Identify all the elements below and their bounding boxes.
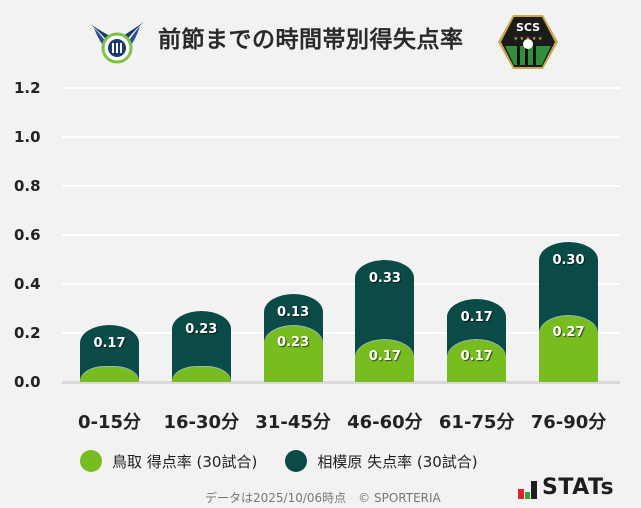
value-label: 0.17 [93, 336, 126, 352]
stats-brand-logo: STATs [518, 477, 614, 499]
legend-label: 鳥取 得点率 (30試合) [112, 452, 258, 471]
legend-item-sagamihara: 相模原 失点率 (30試合) [285, 450, 478, 472]
stats-bars-icon [518, 481, 537, 499]
legend-dot-green-icon [80, 450, 102, 472]
x-tick-label: 31-45分 [255, 412, 331, 433]
bar-scored-rate [171, 367, 231, 382]
chart-plot-area: 0.0 0.2 0.4 0.6 0.8 1.0 1.2 0.17 0.23 0.13 0.23 0.3… [14, 79, 620, 391]
legend-dot-dark-icon [285, 450, 308, 472]
svg-text:SCS: SCS [516, 21, 540, 34]
bar-scored-rate [355, 340, 415, 382]
x-axis-line [62, 381, 620, 384]
tottori-emblem-icon [90, 22, 144, 64]
value-label: 0.23 [277, 334, 310, 350]
x-tick-label: 61-75分 [438, 412, 515, 433]
value-label: 0.27 [552, 324, 585, 340]
gridline [62, 332, 620, 334]
value-label: 0.33 [368, 270, 401, 286]
sagamihara-emblem-icon: SCS ★ ★ ★ ★ ★ [498, 15, 558, 69]
y-tick-label: 1.2 [14, 79, 41, 97]
y-tick-label: 0.4 [14, 275, 41, 293]
data-note: データは2025/10/06時点 © SPORTERIA [205, 491, 441, 505]
svg-text:★ ★ ★ ★ ★: ★ ★ ★ ★ ★ [514, 36, 543, 42]
x-tick-label: 16-30分 [163, 412, 240, 433]
x-tick-label: 76-90分 [530, 412, 607, 433]
gridline [62, 234, 620, 236]
chart-legend: 鳥取 得点率 (30試合) 相模原 失点率 (30試合) [80, 448, 506, 474]
gridline [62, 283, 620, 285]
value-label: 0.17 [460, 309, 493, 325]
bar-scored-rate [263, 325, 323, 382]
bar-scored-rate [539, 315, 598, 382]
y-tick-label: 0.0 [14, 373, 41, 391]
bar-scored-rate [447, 340, 507, 382]
y-tick-label: 0.6 [14, 226, 41, 244]
stats-brand-text: STATs [542, 475, 615, 500]
legend-item-tottori: 鳥取 得点率 (30試合) [80, 450, 257, 472]
x-tick-label: 0-15分 [77, 412, 142, 433]
gridline [62, 185, 620, 187]
value-label: 0.17 [460, 349, 493, 365]
y-tick-label: 1.0 [14, 128, 41, 146]
bar-scored-rate [80, 367, 139, 382]
value-label: 0.30 [552, 253, 585, 269]
gridline [62, 87, 620, 89]
gridline [62, 136, 620, 138]
y-tick-label: 0.2 [14, 324, 41, 342]
chart-title: 前節までの時間帯別得失点率 [158, 27, 464, 53]
value-label: 0.23 [185, 321, 218, 337]
value-label: 0.13 [277, 304, 310, 320]
value-label: 0.17 [368, 349, 401, 365]
y-tick-label: 0.8 [14, 177, 41, 195]
legend-label: 相模原 失点率 (30試合) [317, 452, 478, 471]
x-tick-label: 46-60分 [347, 412, 423, 433]
